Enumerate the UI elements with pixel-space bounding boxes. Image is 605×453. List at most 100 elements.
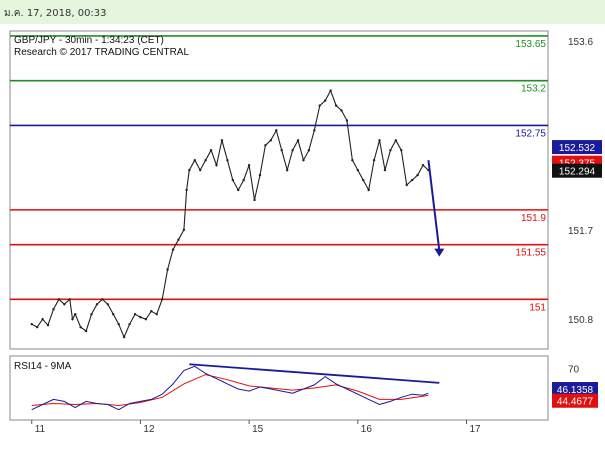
price-point-27	[171, 248, 175, 251]
rsi-tag-0: 46.1358	[557, 385, 594, 396]
price-point-54	[313, 129, 316, 132]
level-label-1: 153.2	[521, 84, 546, 95]
price-tag-2: 152.294	[559, 167, 596, 178]
x-tick-2: 15	[252, 424, 264, 435]
price-point-3	[46, 323, 50, 327]
price-point-44	[258, 173, 262, 177]
price-point-33	[199, 168, 202, 172]
price-point-67	[383, 168, 387, 172]
price-point-4	[52, 308, 55, 311]
price-point-62	[356, 168, 359, 172]
price-panel-frame	[9, 30, 549, 350]
price-point-24	[155, 313, 158, 316]
timestamp-bar: ม.ค. 17, 2018, 00:33	[0, 0, 605, 24]
projection-arrowhead	[434, 248, 445, 257]
price-point-68	[389, 149, 392, 152]
x-tick-0: 11	[35, 424, 46, 435]
price-point-0	[30, 322, 33, 326]
price-point-60	[345, 119, 349, 122]
x-tick-4: 17	[469, 424, 481, 435]
y-tick-0: 153.6	[568, 37, 593, 48]
price-point-72	[410, 178, 414, 182]
x-tick-3: 16	[361, 424, 373, 435]
price-chart: 153.65 153.2 152.75 151.9 151.55 151 70 46.135…	[9, 30, 602, 435]
rsi-tag-box-1	[552, 393, 598, 408]
rsi-label: RSI14 - 9MA	[14, 361, 72, 372]
price-point-18	[122, 335, 126, 339]
price-point-31	[188, 168, 191, 172]
level-label-4: 151.55	[515, 248, 546, 259]
price-point-13	[95, 303, 99, 306]
chart-title: GBP/JPY - 30min - 1:34:23 (CET)	[14, 35, 164, 46]
price-series-line	[31, 89, 429, 339]
price-point-43	[253, 198, 256, 202]
price-point-36	[215, 163, 218, 167]
price-point-42	[247, 163, 251, 167]
price-point-56	[323, 99, 327, 102]
rsi-trendline	[189, 363, 440, 384]
price-point-28	[177, 238, 180, 241]
price-point-34	[204, 158, 207, 162]
price-point-38	[226, 158, 229, 162]
price-point-58	[334, 104, 338, 107]
price-point-21	[139, 316, 142, 319]
price-point-51	[296, 139, 300, 142]
rsi-tag-1: 44.4677	[557, 397, 594, 408]
price-point-40	[237, 188, 240, 192]
price-point-70	[400, 149, 403, 152]
price-point-12	[90, 313, 93, 316]
price-point-16	[112, 313, 115, 316]
price-point-65	[372, 158, 376, 162]
projection-arrow	[427, 160, 441, 251]
price-point-20	[133, 313, 137, 316]
price-point-41	[242, 178, 245, 182]
price-point-52	[302, 158, 305, 162]
price-point-63	[362, 178, 365, 182]
price-point-5	[57, 298, 61, 301]
rsi-y-tick-0: 70	[568, 364, 580, 375]
price-point-1	[35, 325, 39, 329]
price-point-14	[101, 298, 104, 301]
price-point-7	[68, 298, 71, 301]
price-point-11	[84, 329, 88, 333]
timestamp-label: ม.ค. 17, 2018, 00:33	[4, 8, 107, 19]
price-point-26	[166, 268, 169, 271]
price-point-71	[405, 183, 408, 187]
price-tag-0: 152.532	[559, 143, 596, 154]
level-label-2: 152.75	[515, 128, 546, 139]
price-point-32	[193, 158, 196, 162]
price-point-25	[160, 298, 164, 301]
level-label-5: 151	[529, 302, 546, 313]
price-tag-box-2	[552, 163, 602, 178]
price-point-48	[280, 149, 283, 152]
price-point-17	[117, 322, 120, 326]
level-label-0: 153.65	[515, 39, 546, 50]
chart-subtitle: Research © 2017 TRADING CENTRAL	[14, 47, 189, 58]
chart-container: 153.65 153.2 152.75 151.9 151.55 151 70 46.135…	[0, 24, 605, 453]
price-point-29	[182, 228, 186, 231]
price-point-64	[367, 188, 370, 192]
price-point-9	[74, 313, 77, 316]
price-point-30	[185, 188, 188, 192]
price-point-22	[144, 317, 148, 321]
price-point-47	[275, 129, 278, 132]
price-point-45	[264, 144, 267, 147]
price-point-39	[231, 178, 235, 182]
price-point-49	[285, 168, 289, 172]
price-point-6	[63, 303, 66, 306]
price-point-23	[150, 310, 153, 313]
price-point-15	[106, 303, 110, 306]
rsi-line	[31, 365, 429, 411]
level-label-3: 151.9	[521, 213, 546, 224]
rsi-tag-box-0	[552, 382, 598, 397]
price-point-69	[394, 139, 398, 142]
y-tick-1: 151.7	[568, 226, 593, 237]
price-point-66	[378, 139, 381, 142]
price-point-73	[416, 173, 419, 177]
price-point-61	[351, 158, 354, 162]
price-point-8	[71, 317, 74, 321]
price-point-19	[128, 322, 131, 326]
price-point-50	[291, 149, 294, 152]
price-point-53	[307, 149, 311, 152]
x-tick-1: 12	[143, 424, 155, 435]
